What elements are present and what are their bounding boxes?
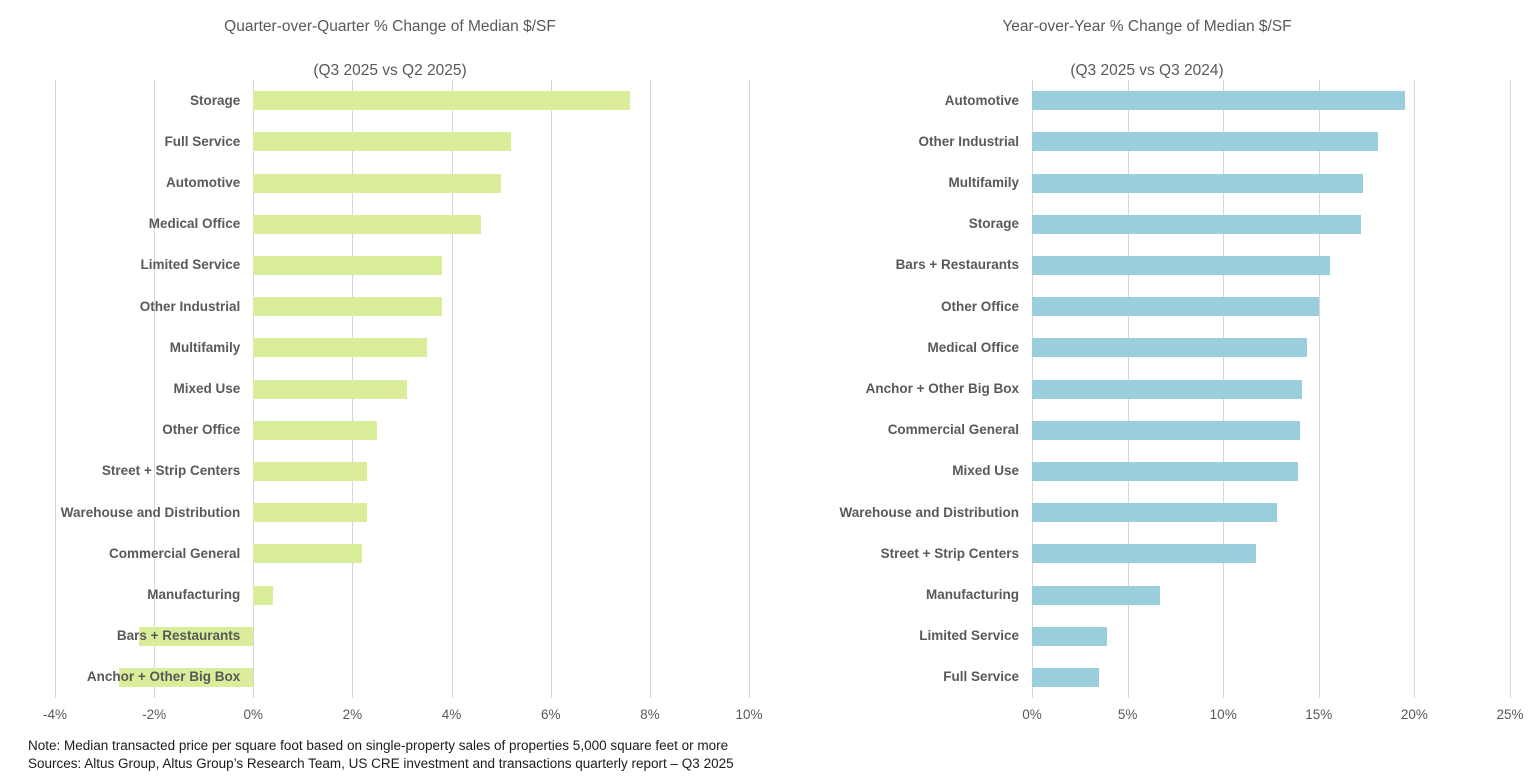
bar-bars-restaurants	[139, 626, 254, 646]
category-label-bars-restaurants: Bars + Restaurants	[895, 257, 1019, 273]
bar-other-office	[253, 420, 378, 440]
bar-commercial-general	[253, 544, 363, 564]
gridline	[550, 80, 552, 698]
gridline	[55, 80, 56, 698]
x-axis-tick-label: 0%	[1022, 707, 1042, 722]
footnote-text: Note: Median transacted price per square…	[28, 738, 729, 753]
bar-anchor-other-big-box	[1032, 379, 1302, 399]
category-label-street-strip-centers: Street + Strip Centers	[101, 463, 241, 479]
gridline	[1510, 80, 1511, 698]
category-label-mixed-use: Mixed Use	[952, 463, 1019, 479]
qoq-title-line2: (Q3 2025 vs Q2 2025)	[313, 62, 467, 79]
category-label-manufacturing: Manufacturing	[147, 587, 241, 602]
x-axis-tick-label: 4%	[441, 707, 462, 722]
x-axis-tick-label: 10%	[1209, 707, 1237, 722]
gridline	[1414, 80, 1416, 698]
category-label-manufacturing: Manufacturing	[926, 587, 1019, 602]
category-label-limited-service: Limited Service	[140, 257, 241, 273]
bar-manufacturing	[1032, 585, 1161, 605]
category-label-anchor-other-big-box: Anchor + Other Big Box	[86, 669, 241, 685]
bar-other-industrial	[253, 297, 442, 317]
category-label-multifamily: Multifamily	[948, 175, 1019, 190]
bar-bars-restaurants	[1032, 255, 1331, 275]
bar-medical-office	[253, 214, 482, 234]
x-axis-tick-label: 6%	[540, 707, 561, 722]
gridline	[1318, 80, 1320, 698]
x-axis-tick-label: 25%	[1496, 707, 1524, 722]
bar-street-strip-centers	[253, 461, 368, 481]
qoq-title-line1: Quarter-over-Quarter % Change of Median …	[224, 18, 556, 35]
yoy-plot-area: 0% 5% 10% 15% 20% 25% Automotive Other Industri…	[839, 80, 1524, 722]
bar-multifamily	[1032, 173, 1363, 193]
bar-other-office	[1032, 297, 1319, 317]
category-label-anchor-other-big-box: Anchor + Other Big Box	[865, 381, 1019, 396]
bar-warehouse-and-distribution	[253, 503, 368, 523]
bar-medical-office	[1032, 338, 1308, 358]
x-axis-tick-label: 2%	[342, 707, 363, 722]
gridline	[451, 80, 453, 698]
category-label-limited-service: Limited Service	[919, 628, 1019, 644]
category-label-full-service: Full Service	[164, 133, 241, 149]
bar-limited-service	[1032, 626, 1107, 646]
yoy-chart-title: Year-over-Year % Change of Median $/SF (…	[782, 16, 1512, 82]
x-axis-tick-label: 5%	[1117, 707, 1138, 722]
bar-automotive	[253, 173, 502, 193]
category-label-multifamily: Multifamily	[169, 339, 241, 355]
x-axis-tick-label: 0%	[243, 707, 264, 722]
category-label-other-industrial: Other Industrial	[918, 133, 1019, 149]
bar-warehouse-and-distribution	[1032, 503, 1277, 523]
category-label-medical-office: Medical Office	[148, 216, 241, 232]
category-label-automotive: Automotive	[944, 92, 1019, 108]
bar-street-strip-centers	[1032, 544, 1256, 564]
category-label-other-industrial: Other Industrial	[139, 298, 241, 314]
bar-full-service	[1032, 667, 1099, 687]
category-label-street-strip-centers: Street + Strip Centers	[880, 545, 1019, 561]
yoy-title-line2: (Q3 2025 vs Q3 2024)	[1070, 62, 1224, 79]
bar-other-industrial	[1032, 132, 1379, 152]
category-label-full-service: Full Service	[943, 669, 1019, 685]
x-axis-tick-label: -4%	[42, 707, 67, 722]
bar-commercial-general	[1032, 420, 1300, 440]
qoq-chart-title: Quarter-over-Quarter % Change of Median …	[30, 16, 750, 82]
category-label-automotive: Automotive	[166, 175, 241, 190]
x-axis-tick-label: 10%	[735, 707, 763, 722]
x-axis-tick-label: 15%	[1305, 707, 1333, 722]
category-label-warehouse-and-distribution: Warehouse and Distribution	[60, 504, 241, 520]
sources-text: Sources: Altus Group, Altus Group’s Rese…	[28, 756, 734, 771]
category-label-bars-restaurants: Bars + Restaurants	[116, 628, 241, 644]
bar-manufacturing	[253, 585, 274, 605]
qoq-plot-area: -4% -2% 0% 2% 4% 6% 8% 10% Storage Full Service Au…	[43, 80, 763, 722]
yoy-title-line1: Year-over-Year % Change of Median $/SF	[1002, 18, 1292, 35]
category-label-commercial-general: Commercial General	[108, 545, 241, 561]
category-label-commercial-general: Commercial General	[887, 422, 1019, 438]
category-label-mixed-use: Mixed Use	[173, 381, 241, 396]
category-label-other-office: Other Office	[162, 422, 241, 438]
category-label-storage: Storage	[968, 216, 1019, 232]
category-label-medical-office: Medical Office	[927, 339, 1019, 355]
x-axis-tick-label: 20%	[1400, 707, 1428, 722]
gridline	[749, 80, 750, 698]
bar-full-service	[253, 132, 512, 152]
bar-automotive	[1032, 91, 1405, 111]
category-label-other-office: Other Office	[940, 298, 1019, 314]
x-axis-tick-label: 8%	[640, 707, 660, 722]
gridline	[154, 80, 156, 698]
bar-storage	[253, 91, 631, 111]
x-axis-tick-label: -2%	[142, 707, 167, 722]
gridline	[649, 80, 651, 698]
category-label-storage: Storage	[190, 92, 241, 108]
bar-anchor-other-big-box	[119, 667, 254, 687]
bar-mixed-use	[1032, 461, 1298, 481]
bar-storage	[1032, 214, 1361, 234]
bar-limited-service	[253, 255, 442, 275]
bar-multifamily	[253, 338, 427, 358]
category-label-warehouse-and-distribution: Warehouse and Distribution	[839, 504, 1019, 520]
bar-mixed-use	[253, 379, 407, 399]
